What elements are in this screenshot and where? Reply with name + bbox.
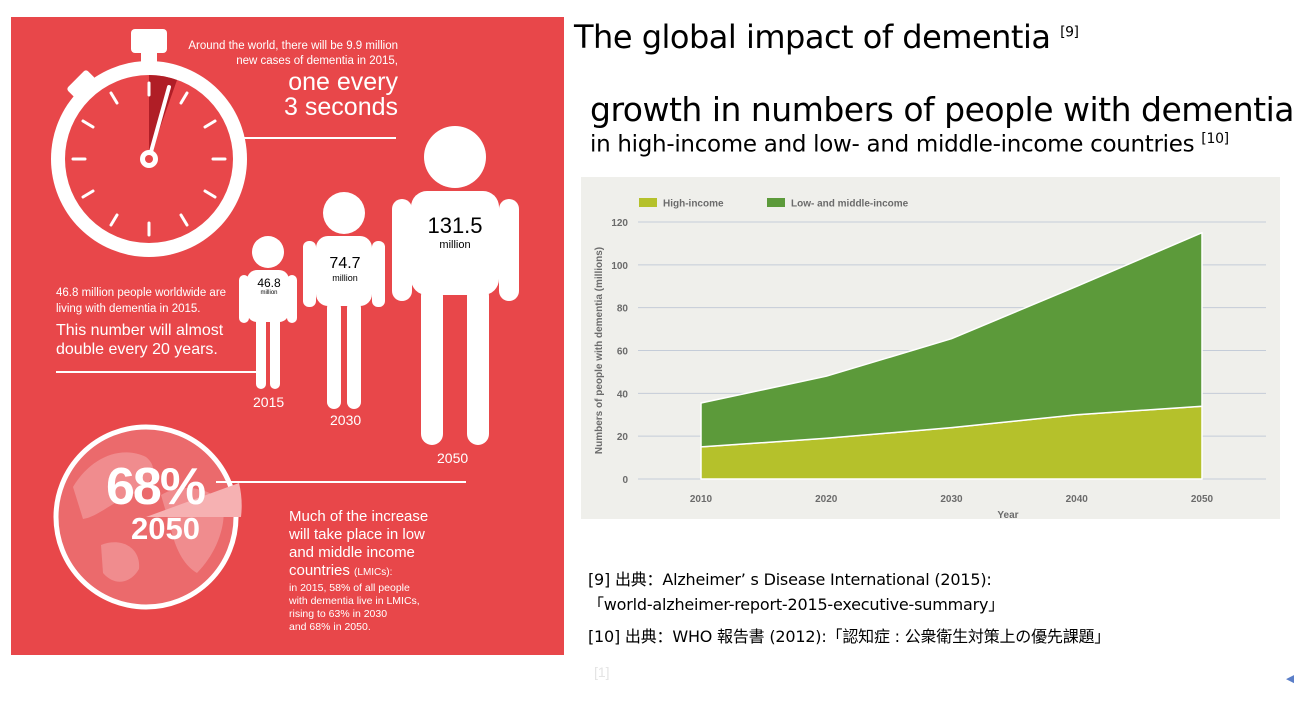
faint-reference-mark: [1] (594, 664, 610, 680)
lmic-countries: countries (289, 562, 350, 579)
clock-divider (234, 137, 396, 139)
legend-swatch-1 (639, 198, 657, 207)
person-2015-icon (239, 236, 297, 389)
x-tick-label: 2020 (815, 494, 838, 505)
chart-subtitle-ref: [10] (1201, 131, 1229, 147)
area-series-2 (700, 231, 1203, 448)
figure-2015-unit: million (260, 290, 278, 296)
figure-2050-unit: million (439, 239, 471, 251)
lmic-small-line-2: with dementia live in LMICs, (289, 595, 420, 607)
globe-divider (216, 481, 466, 483)
y-tick-label: 100 (611, 261, 628, 272)
stopwatch-icon (51, 29, 247, 257)
people-intro-line-1: 46.8 million people worldwide are (56, 287, 227, 299)
y-axis-title: Numbers of people with dementia (million… (594, 247, 605, 454)
y-tick-label: 80 (617, 304, 629, 315)
dementia-infographic: Around the world, there will be 9.9 mill… (11, 17, 564, 655)
legend-label-1: High-income (663, 199, 724, 210)
y-tick-label: 20 (617, 432, 629, 443)
people-big-line-2: double every 20 years. (56, 341, 218, 358)
area-chart-panel: 0 20 40 60 80 100 120 2010 2020 2030 2040 2050 Year N… (581, 177, 1280, 521)
x-tick-label: 2010 (690, 494, 713, 505)
people-intro-line-2: living with dementia in 2015. (56, 303, 201, 315)
legend-swatch-2 (767, 198, 785, 207)
figure-2050-value: 131.5 (427, 213, 483, 238)
people-big-line-1: This number will almost (56, 322, 224, 339)
figure-2030-unit: million (332, 273, 358, 283)
lmic-big-line-2: will take place in low (289, 526, 425, 543)
y-tick-label: 0 (622, 475, 628, 486)
lmic-small-line-1: in 2015, 58% of all people (289, 582, 410, 594)
people-divider (56, 371, 256, 373)
lmic-abbr: (LMICs): (354, 567, 393, 578)
legend-label-2: Low- and middle-income (791, 199, 909, 210)
x-tick-label: 2050 (1191, 494, 1214, 505)
chart-subtitle-text: in high-income and low- and middle-incom… (590, 131, 1195, 158)
x-tick-label: 2030 (940, 494, 963, 505)
infographic-artwork (51, 29, 519, 610)
reference-9-line-2: 「world-alzheimer-report-2015-executive-s… (588, 595, 1005, 614)
clock-intro-line-1: Around the world, there will be 9.9 mill… (188, 40, 398, 52)
x-axis-title: Year (997, 510, 1018, 519)
figure-2015-value: 46.8 (257, 276, 281, 290)
person-2030-icon (303, 192, 385, 409)
people-figures (239, 126, 519, 445)
figure-2050-year: 2050 (437, 450, 469, 466)
clock-intro-line-2: new cases of dementia in 2015, (236, 55, 398, 67)
slide-title-text: The global impact of dementia (574, 18, 1051, 56)
reference-9-line-1: [9] 出典：Alzheimer’ s Disease Internationa… (588, 570, 992, 589)
lmic-big-line-1: Much of the increase (289, 508, 429, 525)
figure-2015-year: 2015 (253, 394, 285, 410)
y-tick-label: 40 (617, 389, 629, 400)
clock-big-line-2: 3 seconds (284, 93, 398, 121)
globe-icon (53, 424, 242, 610)
slide-title-ref: [9] (1060, 24, 1079, 41)
lmic-small-line-3: rising to 63% in 2030 (289, 608, 388, 620)
globe-percent: 68% (106, 458, 206, 516)
y-tick-label: 60 (617, 347, 629, 358)
chart-title: growth in numbers of people with dementi… (590, 90, 1294, 129)
chart-subtitle: in high-income and low- and middle-incom… (590, 131, 1229, 158)
y-tick-label: 120 (611, 218, 628, 229)
left-arrow-icon[interactable]: ◀ (1286, 673, 1294, 685)
lmic-small-line-4: and 68% in 2050. (289, 621, 371, 633)
x-tick-label: 2040 (1066, 494, 1089, 505)
slide-title: The global impact of dementia [9] (574, 18, 1079, 56)
figure-2030-value: 74.7 (329, 255, 361, 272)
reference-10: [10] 出典：WHO 報告書 (2012):「認知症 : 公衆衛生対策上の優先… (588, 627, 1111, 646)
figure-2030-year: 2030 (330, 412, 362, 428)
person-2050-icon (392, 126, 519, 445)
clock-big-line-1: one every (288, 68, 398, 96)
lmic-big-line-3: and middle income (289, 544, 415, 561)
globe-year: 2050 (131, 511, 200, 546)
